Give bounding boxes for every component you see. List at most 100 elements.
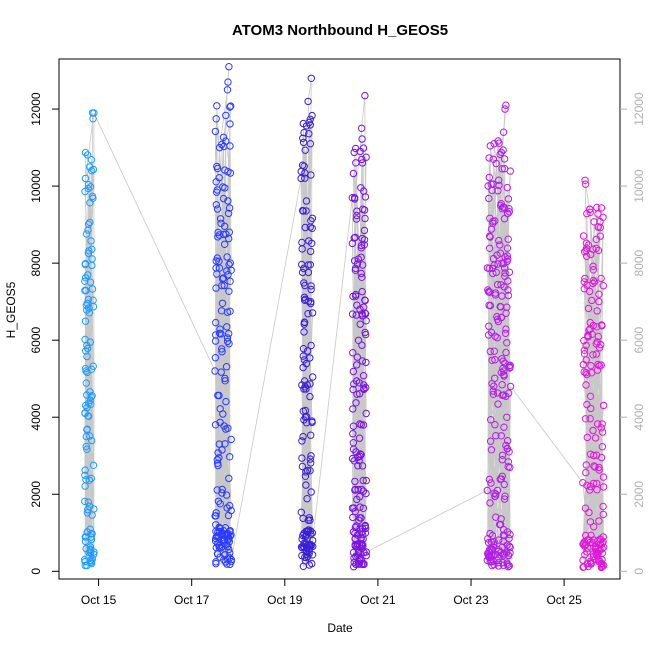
data-point [83,509,92,517]
data-point [587,369,596,377]
data-point [212,284,220,292]
data-point [357,244,366,252]
data-point [224,209,233,218]
data-point [212,115,220,123]
data-point [301,553,309,561]
data-point [309,373,317,381]
data-point [499,128,508,136]
data-point [599,213,607,222]
data-point [504,563,512,571]
data-point [582,531,590,540]
data-point [81,335,89,344]
data-point [86,199,94,207]
data-point [486,142,494,150]
data-point [488,356,496,364]
data-point [360,384,368,393]
data-point [84,271,92,279]
data-point [503,244,512,252]
data-point [582,356,590,364]
data-point [598,428,607,436]
data-point [580,337,588,345]
data-point [82,230,91,238]
series-1 [80,109,98,570]
data-point [490,347,498,355]
data-point [220,142,228,151]
data-point [489,155,498,164]
data-point [493,486,502,495]
data-point [503,257,511,266]
data-point [81,466,89,474]
data-point [362,476,370,485]
data-point [217,330,225,338]
data-point [598,420,606,428]
data-point [88,392,96,400]
data-point [493,251,501,259]
data-point [350,457,358,465]
data-point [225,234,233,243]
data-point [309,536,317,545]
data-point [489,387,497,395]
data-point [300,416,308,424]
data-point [83,561,91,570]
data-point [355,379,363,387]
data-point [494,137,502,145]
data-point [352,215,361,223]
data-point [596,546,604,554]
data-point [84,498,93,506]
data-point [299,407,307,415]
data-point [353,540,362,548]
data-point [357,124,366,133]
data-point [489,269,497,278]
data-point [581,180,590,188]
data-point [307,431,315,439]
data-point [223,308,232,316]
data-point [586,208,594,217]
data-point [495,236,503,245]
data-point [221,377,229,385]
right-y-tick-label: 12000 [632,92,646,126]
data-point [297,174,305,183]
data-point [226,501,234,510]
data-point [503,559,511,567]
data-point [83,151,92,159]
data-point [590,462,598,470]
data-point [299,363,307,372]
data-point [594,332,602,341]
data-point [218,489,226,497]
data-point [211,421,220,429]
data-point [362,153,370,161]
data-point [488,186,496,195]
data-point [354,255,362,263]
data-point [599,401,608,410]
data-point [224,197,232,205]
data-point [85,309,94,317]
data-point [488,264,497,273]
data-point [358,234,366,243]
data-point [84,181,93,189]
data-point [590,218,598,226]
data-point [500,367,508,375]
data-point [591,434,600,442]
data-point [349,422,358,430]
data-point [223,253,231,261]
data-point [307,282,315,290]
data-point [348,310,357,318]
data-point [583,433,591,442]
data-point [487,416,495,424]
data-point [362,551,370,560]
data-point [304,97,312,106]
data-point [595,297,603,306]
data-point [593,307,601,315]
data-point [586,486,594,494]
data-point [303,347,312,355]
data-point [81,260,90,268]
data-point [590,523,598,531]
data-point [302,122,311,130]
data-point [494,187,502,195]
data-point [501,329,510,337]
data-point [504,551,512,559]
data-point [214,497,223,505]
data-point [359,504,368,512]
y-tick-label: 12000 [29,92,43,126]
right-y-tick-label: 10000 [632,169,646,203]
